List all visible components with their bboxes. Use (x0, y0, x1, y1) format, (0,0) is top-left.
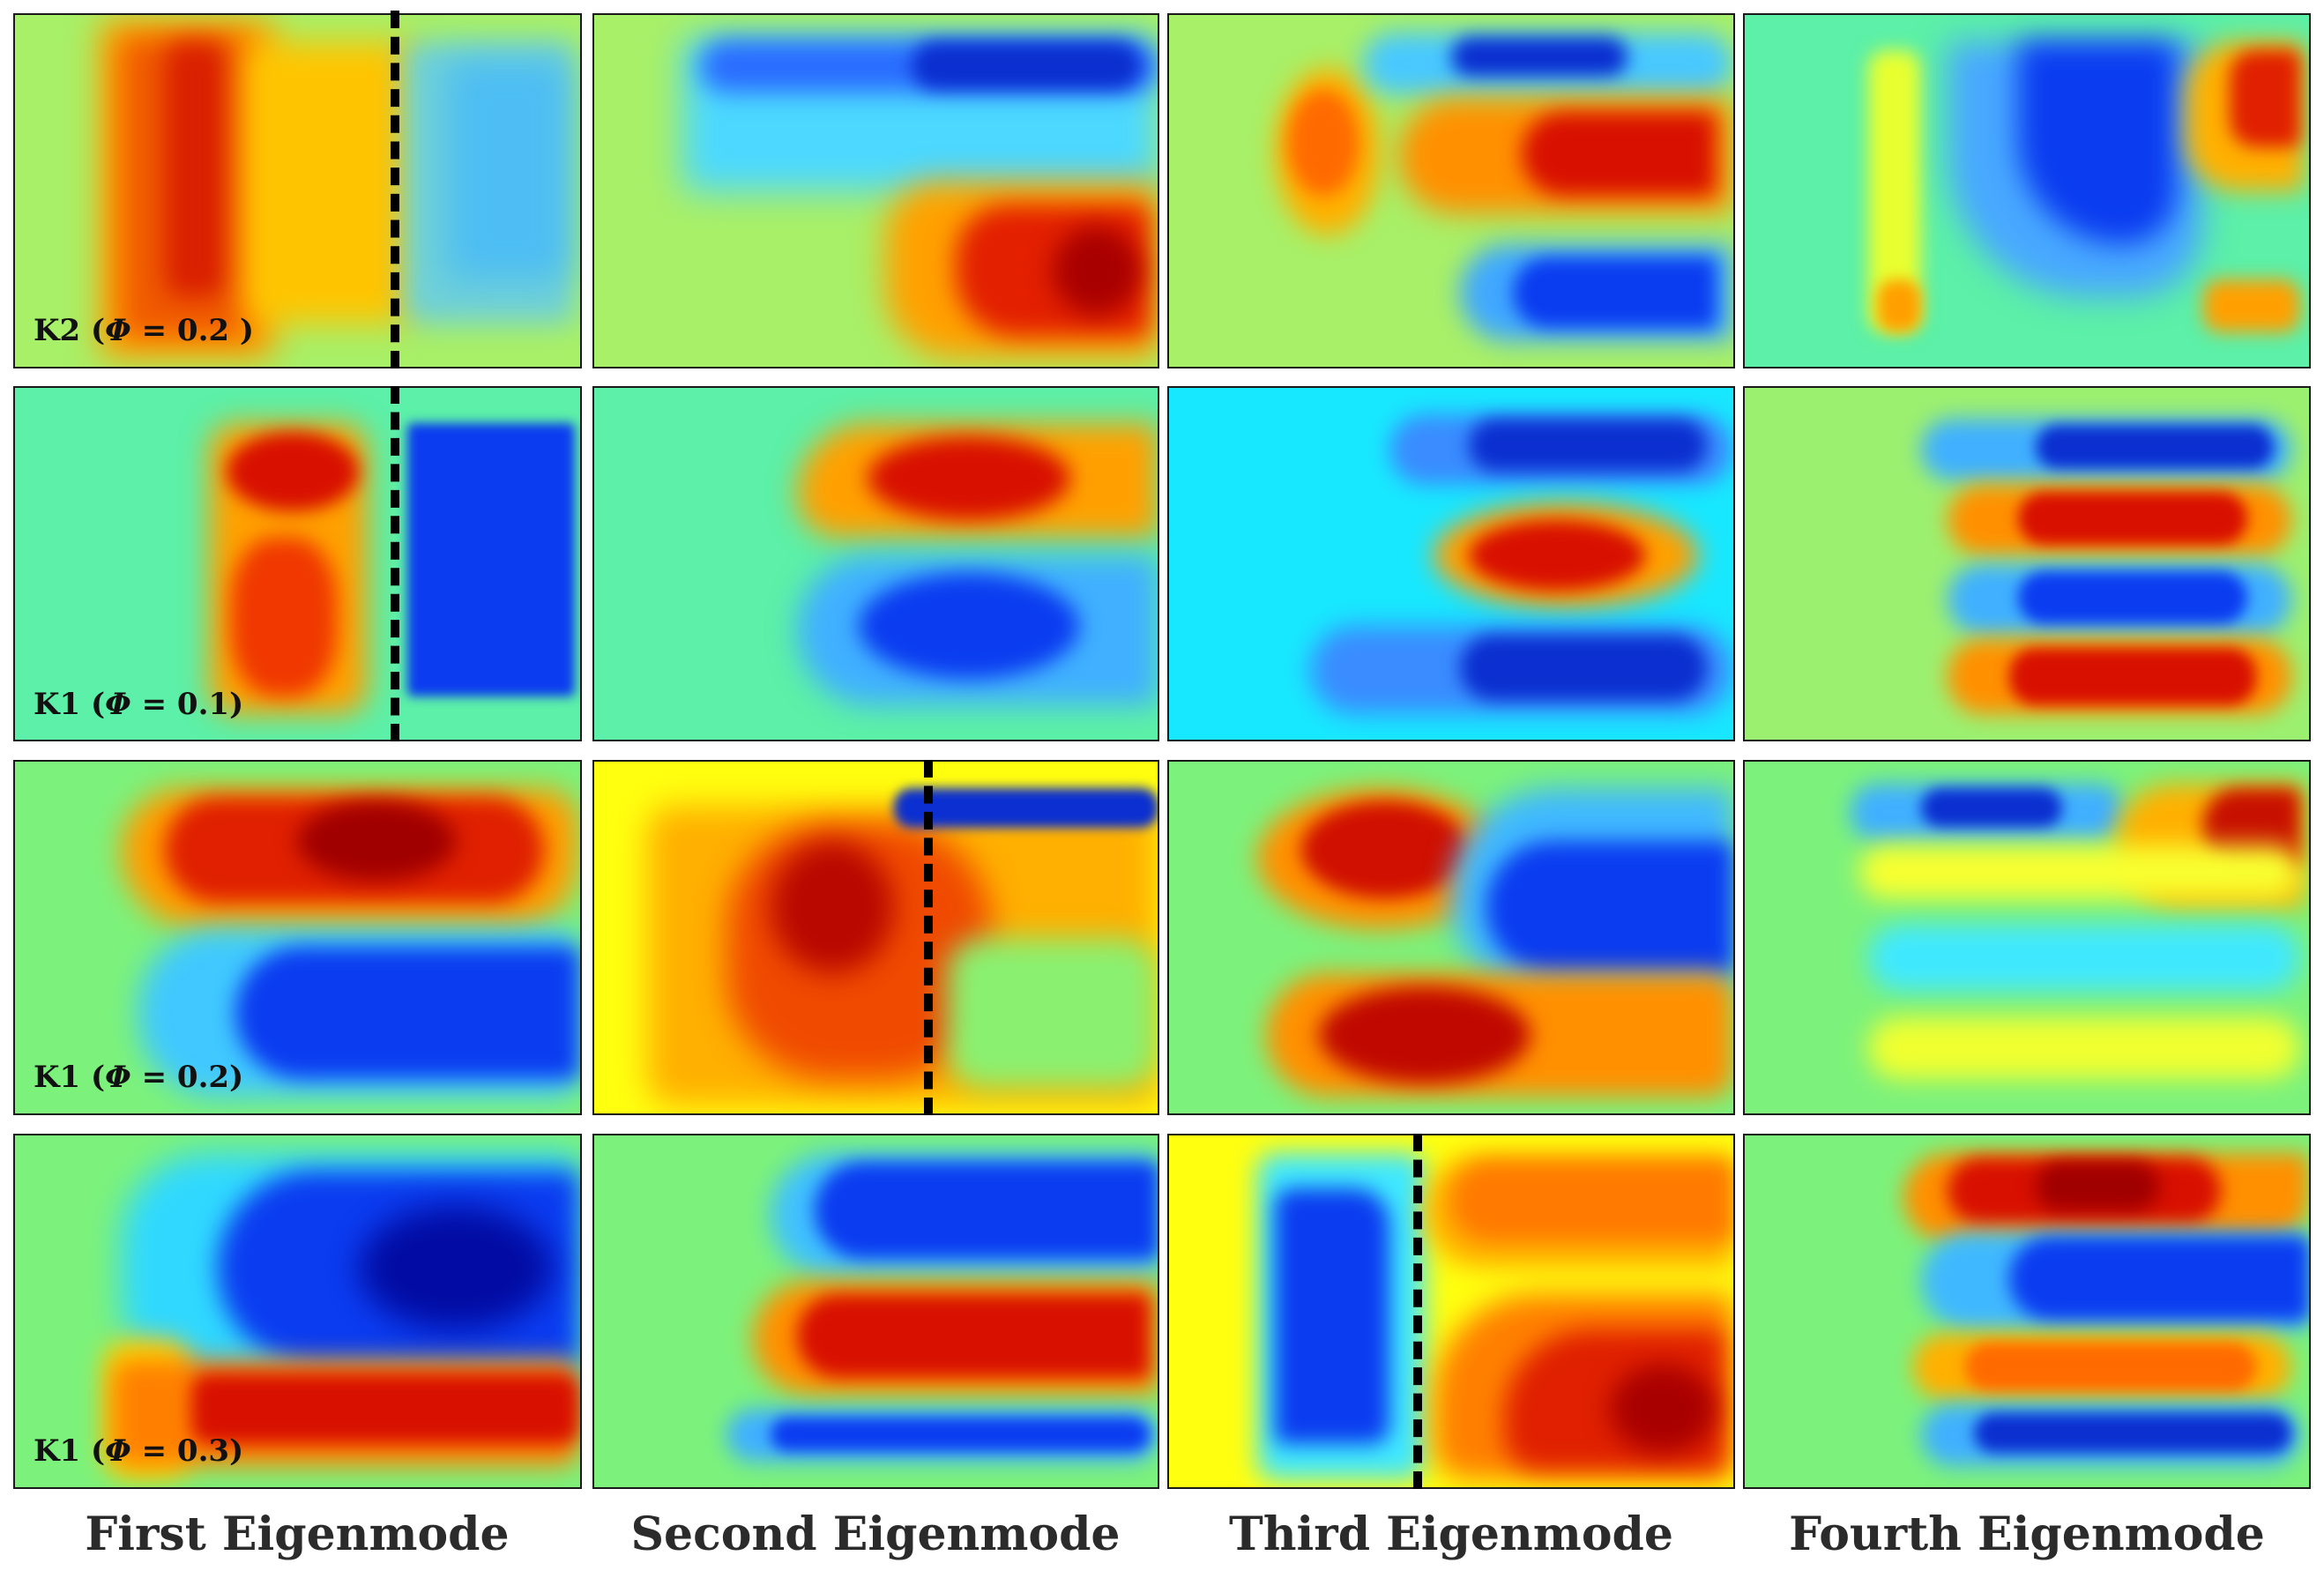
panel-k2-phi02-third-eigenmode (1167, 13, 1735, 368)
phi-symbol: Φ (105, 313, 131, 348)
dashed-boundary-line (391, 11, 399, 368)
column-label-fourth-eigenmode: Fourth Eigenmode (1789, 1507, 2265, 1561)
panel-k1-phi01-third-eigenmode (1167, 386, 1735, 741)
row-label-k1-phi03: K1 (Φ = 0.3) (34, 1433, 243, 1469)
panel-k1-phi01-first-eigenmode (13, 386, 582, 741)
row-label-prefix: K1 ( (34, 1433, 106, 1469)
panel-k1-phi02-third-eigenmode (1167, 760, 1735, 1115)
column-label-third-eigenmode: Third Eigenmode (1229, 1507, 1673, 1561)
panel-k1-phi01-second-eigenmode (592, 386, 1159, 741)
row-label-prefix: K2 ( (34, 313, 106, 348)
panel-k1-phi03-second-eigenmode (592, 1134, 1159, 1489)
row-label-suffix: = 0.2 ) (130, 313, 255, 348)
panel-k1-phi01-fourth-eigenmode (1743, 386, 2311, 741)
row-label-prefix: K1 ( (34, 687, 106, 722)
panel-k1-phi03-fourth-eigenmode (1743, 1134, 2311, 1489)
panel-k2-phi02-first-eigenmode (13, 13, 582, 368)
panel-k1-phi03-third-eigenmode (1167, 1134, 1735, 1489)
phi-symbol: Φ (105, 1433, 131, 1469)
panel-k1-phi02-first-eigenmode (13, 760, 582, 1115)
row-label-k1-phi02: K1 (Φ = 0.2) (34, 1060, 243, 1095)
row-label-suffix: = 0.2) (130, 1060, 244, 1095)
phi-symbol: Φ (105, 687, 131, 722)
panel-k1-phi03-first-eigenmode (13, 1134, 582, 1489)
row-label-k2-phi02: K2 (Φ = 0.2 ) (34, 313, 254, 348)
phi-symbol: Φ (105, 1060, 131, 1095)
panel-k2-phi02-second-eigenmode (592, 13, 1159, 368)
dashed-boundary-line (1413, 1134, 1422, 1489)
row-label-suffix: = 0.3) (130, 1433, 244, 1469)
row-label-k1-phi01: K1 (Φ = 0.1) (34, 687, 243, 722)
dashed-boundary-line (924, 760, 933, 1115)
panel-k2-phi02-fourth-eigenmode (1743, 13, 2311, 368)
row-label-prefix: K1 ( (34, 1060, 106, 1095)
column-label-second-eigenmode: Second Eigenmode (630, 1507, 1121, 1561)
column-label-first-eigenmode: First Eigenmode (85, 1507, 510, 1561)
panel-k1-phi02-fourth-eigenmode (1743, 760, 2311, 1115)
row-label-suffix: = 0.1) (130, 687, 244, 722)
dashed-boundary-line (391, 386, 399, 741)
panel-k1-phi02-second-eigenmode (592, 760, 1159, 1115)
